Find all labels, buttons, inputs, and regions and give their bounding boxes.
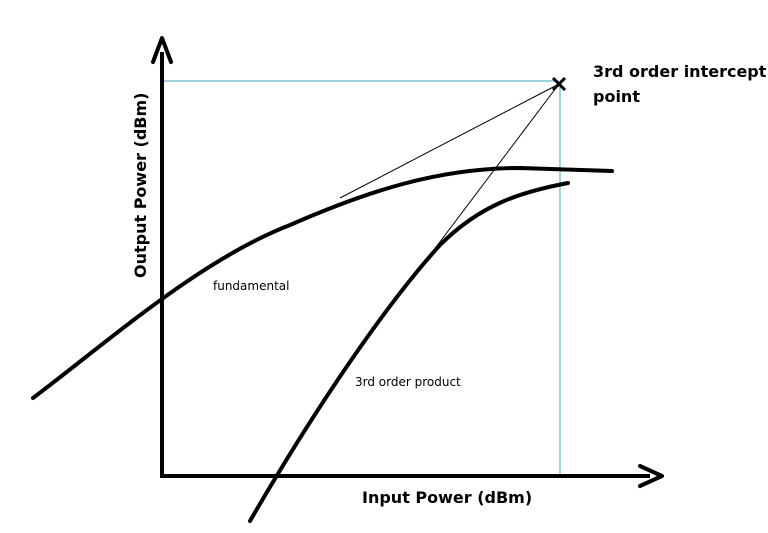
x-axis-label: Input Power (dBm) <box>362 488 532 507</box>
fundamental-extrapolation-line <box>339 83 560 199</box>
x-axis-arrow <box>638 464 664 488</box>
intercept-label-line1: 3rd order intercept <box>593 62 767 81</box>
y-axis-label: Output Power (dBm) <box>131 93 150 278</box>
fundamental-curve <box>31 165 614 400</box>
intercept-point-marker <box>551 76 567 92</box>
y-axis-arrow <box>151 36 173 64</box>
fundamental-label: fundamental <box>213 279 289 293</box>
third-order-curve <box>248 181 570 523</box>
third-order-label: 3rd order product <box>355 375 461 389</box>
intercept-label-line2: point <box>593 87 640 106</box>
